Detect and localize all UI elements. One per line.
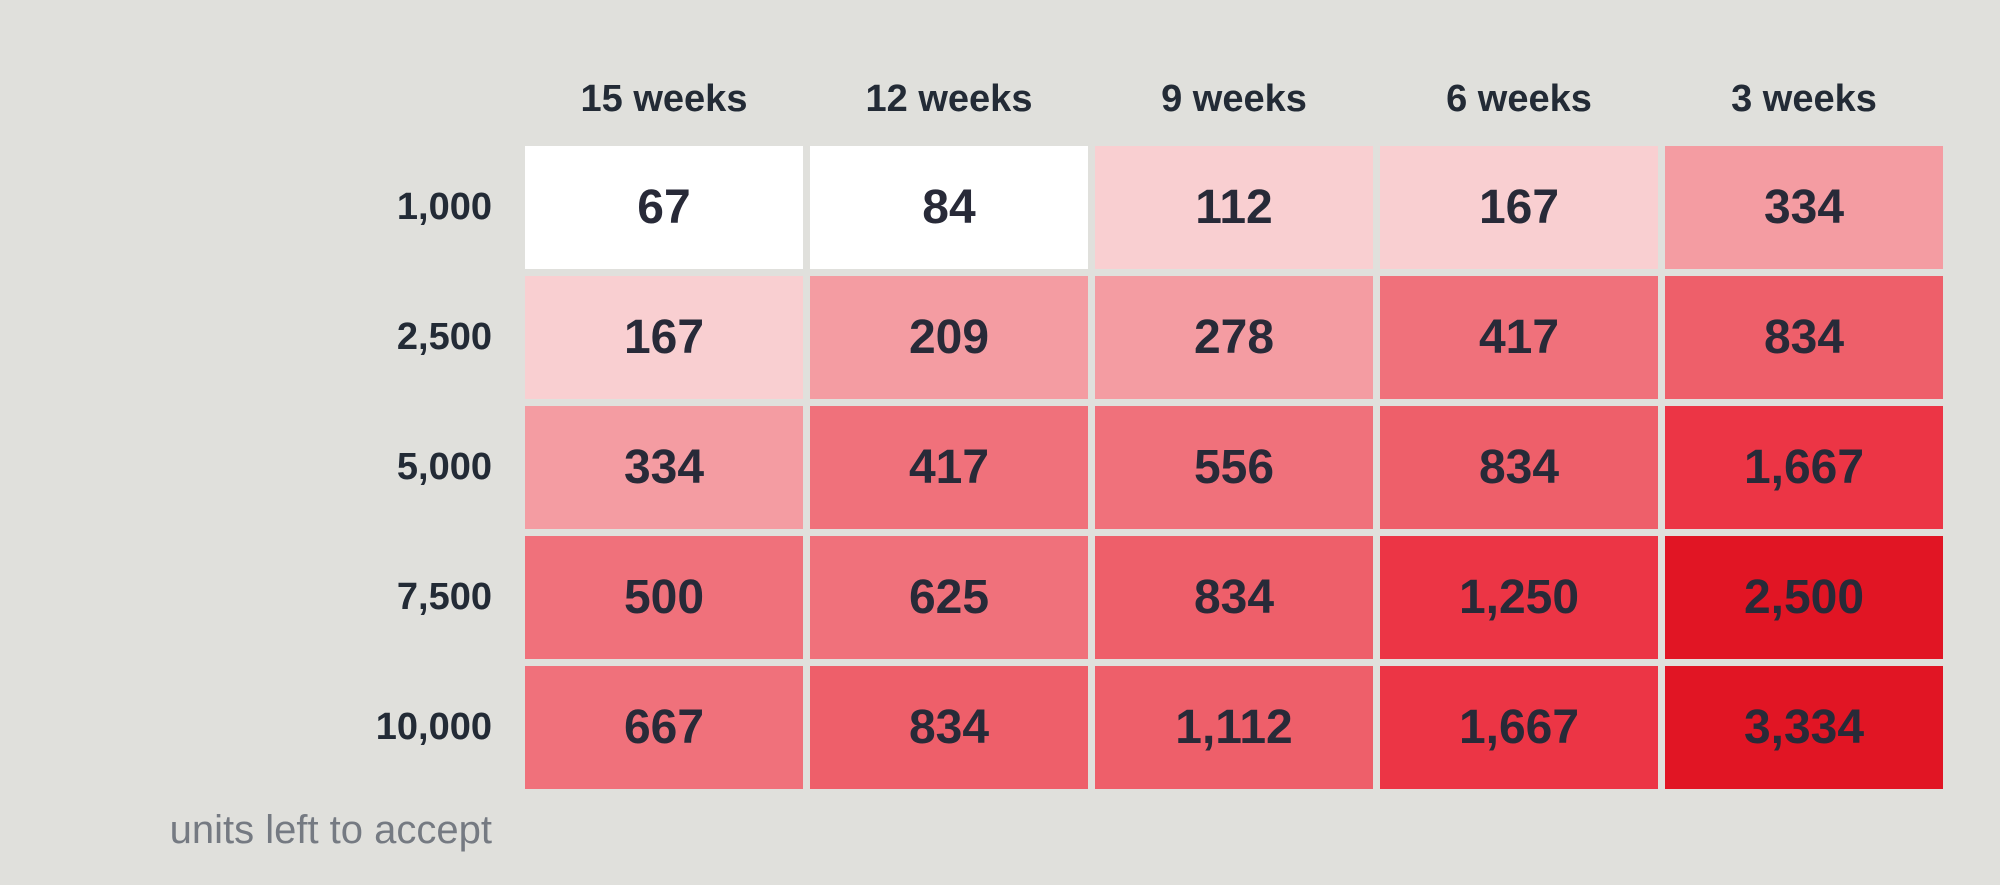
row-label: 1,000	[396, 186, 492, 228]
heatmap-cell: 834	[1095, 536, 1373, 659]
heatmap-cell: 167	[525, 276, 803, 399]
row-label: 2,500	[396, 316, 492, 358]
row-axis-label: units left to accept	[169, 808, 492, 852]
row-label: 10,000	[375, 706, 492, 748]
column-label: 15 weeks	[580, 78, 748, 120]
heatmap-cell: 67	[525, 146, 803, 269]
column-label: 9 weeks	[1161, 78, 1307, 120]
row-label: 5,000	[396, 446, 492, 488]
column-label: 12 weeks	[865, 78, 1033, 120]
heatmap-cell: 112	[1095, 146, 1373, 269]
heatmap-cell: 834	[1665, 276, 1943, 399]
heatmap-cell: 625	[810, 536, 1088, 659]
heatmap-cell: 84	[810, 146, 1088, 269]
heatmap-cell: 1,667	[1665, 406, 1943, 529]
heatmap-cell: 1,112	[1095, 666, 1373, 789]
column-label: 6 weeks	[1446, 78, 1592, 120]
heatmap-cell: 3,334	[1665, 666, 1943, 789]
heatmap-cell: 667	[525, 666, 803, 789]
heatmap-cell: 1,667	[1380, 666, 1658, 789]
heatmap-cell: 500	[525, 536, 803, 659]
heatmap-cell: 278	[1095, 276, 1373, 399]
heatmap-cell: 834	[1380, 406, 1658, 529]
heatmap-cell: 417	[1380, 276, 1658, 399]
heatmap-cell: 2,500	[1665, 536, 1943, 659]
heatmap-cell: 334	[1665, 146, 1943, 269]
column-label: 3 weeks	[1731, 78, 1877, 120]
heatmap-cell: 1,250	[1380, 536, 1658, 659]
heatmap-cell: 834	[810, 666, 1088, 789]
heatmap-cell: 556	[1095, 406, 1373, 529]
heatmap-cell: 209	[810, 276, 1088, 399]
heatmap-cell: 334	[525, 406, 803, 529]
heatmap-cell: 167	[1380, 146, 1658, 269]
row-label: 7,500	[396, 576, 492, 618]
heatmap-cell: 417	[810, 406, 1088, 529]
